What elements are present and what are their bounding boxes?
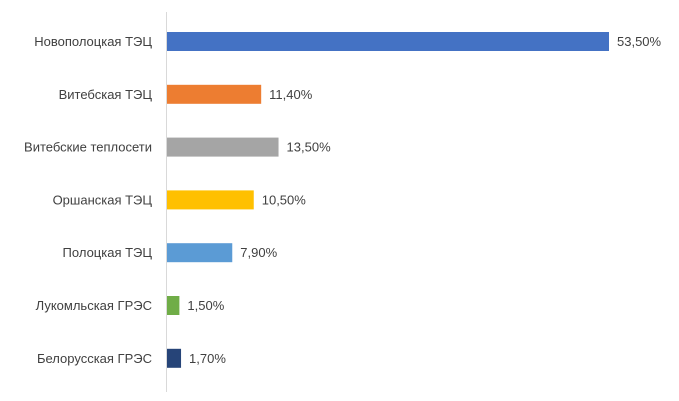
bar <box>167 243 233 263</box>
data-labels: 53,50% 11,40% 13,50% 10,50% 7,90% 1,50% 1,70% <box>187 34 661 366</box>
category-label: Новополоцкая ТЭЦ <box>34 34 152 49</box>
category-label: Оршанская ТЭЦ <box>53 192 153 207</box>
data-label: 7,90% <box>240 245 277 260</box>
data-label: 13,50% <box>287 140 332 155</box>
data-label: 1,50% <box>187 298 224 313</box>
bar <box>167 190 254 210</box>
data-label: 1,70% <box>189 351 226 366</box>
bar <box>167 296 180 315</box>
category-label: Лукомльская ГРЭС <box>36 298 152 313</box>
data-label: 11,40% <box>269 87 313 102</box>
data-label: 53,50% <box>617 34 662 49</box>
data-label: 10,50% <box>262 192 307 207</box>
category-label: Белорусская ГРЭС <box>37 351 152 366</box>
category-label: Витебская ТЭЦ <box>59 87 153 102</box>
category-label: Полоцкая ТЭЦ <box>63 245 153 260</box>
bars <box>167 32 609 368</box>
bar <box>167 84 262 104</box>
category-labels: Новополоцкая ТЭЦ Витебская ТЭЦ Витебские т… <box>24 34 152 366</box>
bar <box>167 348 182 368</box>
bar <box>167 32 609 51</box>
category-label: Витебские теплосети <box>24 140 152 155</box>
bar <box>167 137 279 157</box>
